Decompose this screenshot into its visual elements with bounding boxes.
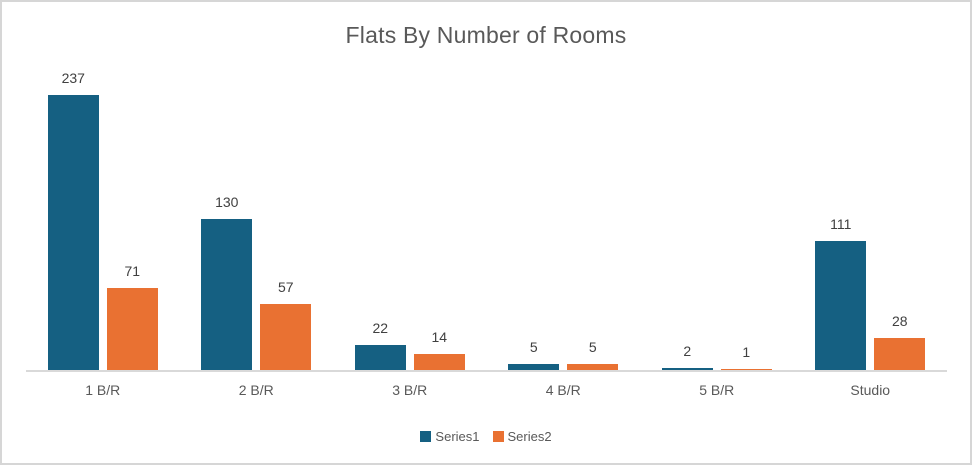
- data-label: 28: [891, 312, 908, 329]
- data-label: 2: [683, 342, 692, 359]
- data-label: 57: [277, 278, 294, 295]
- x-axis-labels: 1 B/R 2 B/R 3 B/R 4 B/R 5 B/R Studio: [26, 382, 947, 398]
- bar-series1-3-b-r[interactable]: 22: [354, 320, 406, 370]
- bar-series2-3-b-r[interactable]: 14: [413, 329, 465, 370]
- x-axis-label: 4 B/R: [545, 382, 581, 398]
- legend-item-series1[interactable]: Series1: [420, 429, 480, 444]
- bar-group: 22 14: [333, 80, 487, 370]
- plot-area: 237 71 130 57 22 14 5 5 2 1 111 28: [26, 70, 948, 372]
- bar-groups: 237 71 130 57 22 14 5 5 2 1 111 28: [26, 70, 948, 370]
- bar-series1-2-b-r[interactable]: 130: [201, 194, 253, 370]
- x-axis-label: 1 B/R: [85, 382, 121, 398]
- data-label: 111: [830, 216, 852, 233]
- data-label: 14: [431, 328, 448, 345]
- bar-series1-5-b-r[interactable]: 2: [661, 343, 713, 370]
- bar-group: 111 28: [794, 80, 948, 370]
- bar-series1-studio[interactable]: 111: [815, 216, 867, 370]
- legend-swatch-icon: [492, 431, 504, 442]
- bar-group: 237 71: [26, 70, 180, 370]
- data-label: 130: [215, 194, 239, 211]
- x-axis-label: 5 B/R: [699, 382, 735, 398]
- x-axis-label: Studio: [850, 382, 891, 398]
- bar-series2-2-b-r[interactable]: 57: [260, 279, 312, 370]
- bar-series1-4-b-r[interactable]: 5: [508, 339, 560, 370]
- data-label: 1: [742, 343, 751, 360]
- legend-swatch-icon: [420, 431, 432, 442]
- data-label: 71: [124, 262, 141, 279]
- bar-series1-1-b-r[interactable]: 237: [47, 70, 99, 370]
- bar-series2-5-b-r[interactable]: 1: [720, 344, 772, 370]
- chart-title[interactable]: Flats By Number of Rooms: [345, 22, 627, 48]
- legend-item-series2[interactable]: Series2: [492, 429, 552, 444]
- bar-group: 130 57: [180, 80, 334, 370]
- legend: Series1 Series2: [2, 429, 970, 444]
- bar-series2-studio[interactable]: 28: [874, 313, 926, 370]
- x-axis-label: 3 B/R: [392, 382, 428, 398]
- legend-label: Series2: [507, 429, 552, 444]
- x-axis-line: [26, 370, 947, 372]
- data-label: 22: [372, 319, 389, 336]
- data-label: 237: [61, 70, 85, 86]
- data-label: 5: [529, 339, 538, 356]
- bar-series2-4-b-r[interactable]: 5: [567, 339, 619, 370]
- x-axis-label: 2 B/R: [238, 382, 274, 398]
- legend-label: Series1: [435, 429, 480, 444]
- bar-series2-1-b-r[interactable]: 71: [106, 263, 158, 370]
- data-label: 5: [588, 339, 597, 356]
